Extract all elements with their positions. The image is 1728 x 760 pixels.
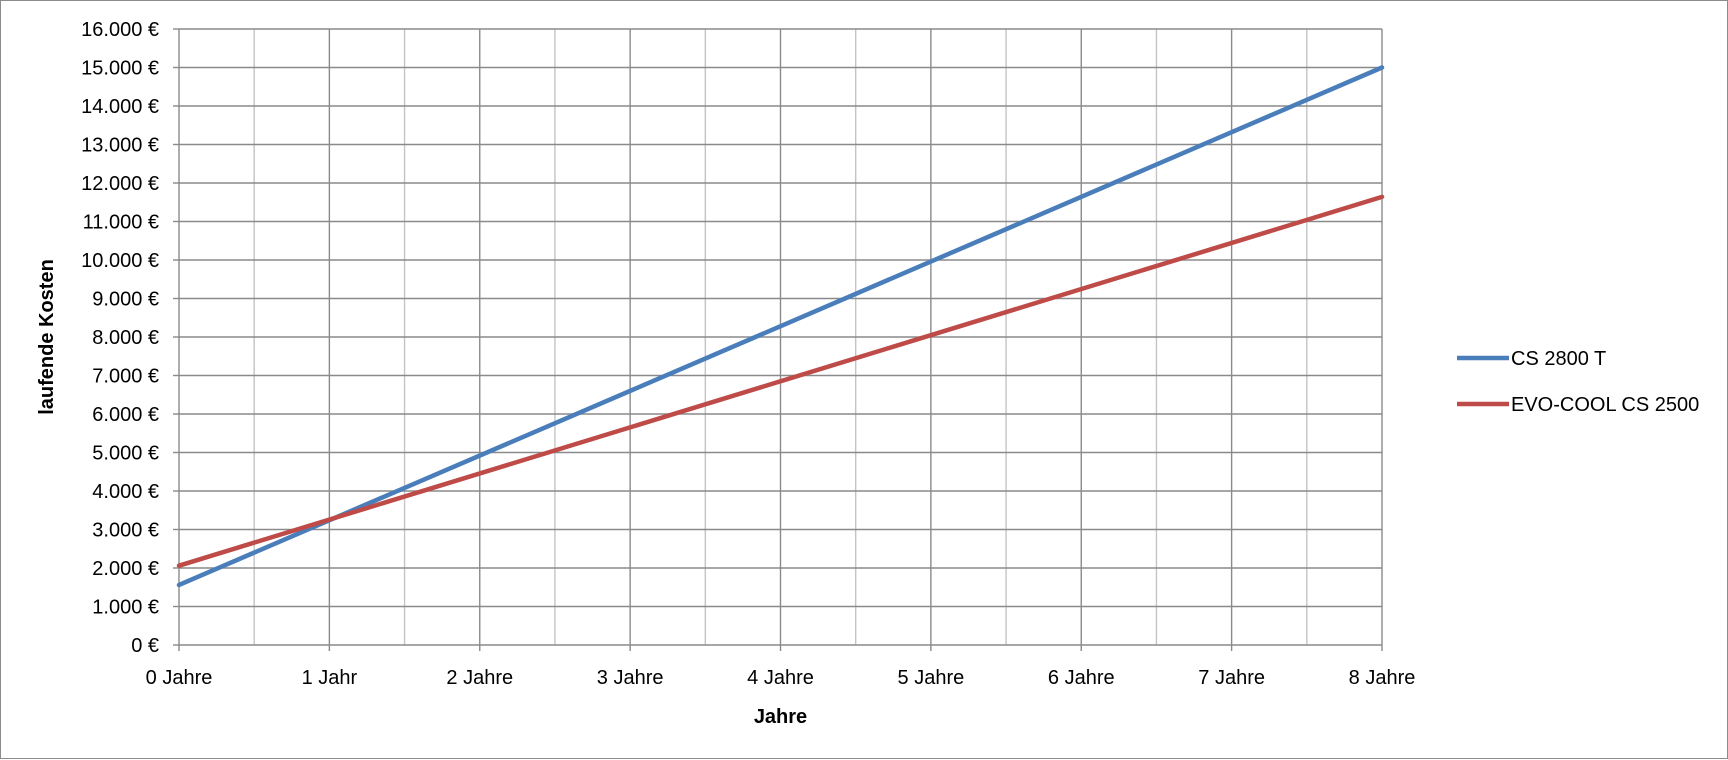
x-tick-label: 2 Jahre <box>446 667 513 689</box>
x-tick-label: 1 Jahr <box>302 667 358 689</box>
y-tick-label: 4.000 € <box>92 481 159 503</box>
y-tick-label: 6.000 € <box>92 404 159 426</box>
y-tick-label: 13.000 € <box>81 135 159 157</box>
x-tick-label: 3 Jahre <box>597 667 664 689</box>
y-tick-label: 3.000 € <box>92 520 159 542</box>
gridlines <box>179 28 1383 645</box>
y-tick-label: 9.000 € <box>92 289 159 311</box>
y-tick-label: 7.000 € <box>92 366 159 388</box>
x-axis-tick-labels: 0 Jahre 1 Jahr 2 Jahre 3 Jahre 4 Jahre 5 Jahr… <box>146 645 1416 689</box>
x-tick-label: 0 Jahre <box>146 667 213 689</box>
y-tick-label: 10.000 € <box>81 250 159 272</box>
y-tick-label: 15.000 € <box>81 58 159 80</box>
y-tick-label: 1.000 € <box>92 597 159 619</box>
y-tick-label: 12.000 € <box>81 173 159 195</box>
y-tick-label: 8.000 € <box>92 327 159 349</box>
y-axis-tick-labels: 0 € 1.000 € 2.000 € 3.000 € 4.000 € 5.000 € 6.… <box>81 19 179 657</box>
legend-label-1: CS 2800 T <box>1511 348 1606 370</box>
y-axis-title: laufende Kosten <box>36 259 58 415</box>
series-lines <box>176 65 1385 588</box>
x-tick-label: 4 Jahre <box>747 667 814 689</box>
y-tick-label: 5.000 € <box>92 443 159 465</box>
x-tick-label: 6 Jahre <box>1048 667 1115 689</box>
series-line-1 <box>176 65 1385 588</box>
x-tick-label: 7 Jahre <box>1198 667 1265 689</box>
legend-label-2: EVO-COOL CS 2500 <box>1511 394 1699 416</box>
series-line-2 <box>176 194 1385 568</box>
y-tick-label: 16.000 € <box>81 19 159 41</box>
y-tick-label: 2.000 € <box>92 558 159 580</box>
x-tick-label: 5 Jahre <box>898 667 965 689</box>
x-axis-title: Jahre <box>754 706 807 728</box>
legend: CS 2800 T EVO-COOL CS 2500 <box>1457 348 1699 416</box>
x-tick-label: 8 Jahre <box>1349 667 1416 689</box>
y-tick-label: 0 € <box>131 635 159 657</box>
y-tick-label: 11.000 € <box>83 212 159 234</box>
y-tick-label: 14.000 € <box>81 96 159 118</box>
